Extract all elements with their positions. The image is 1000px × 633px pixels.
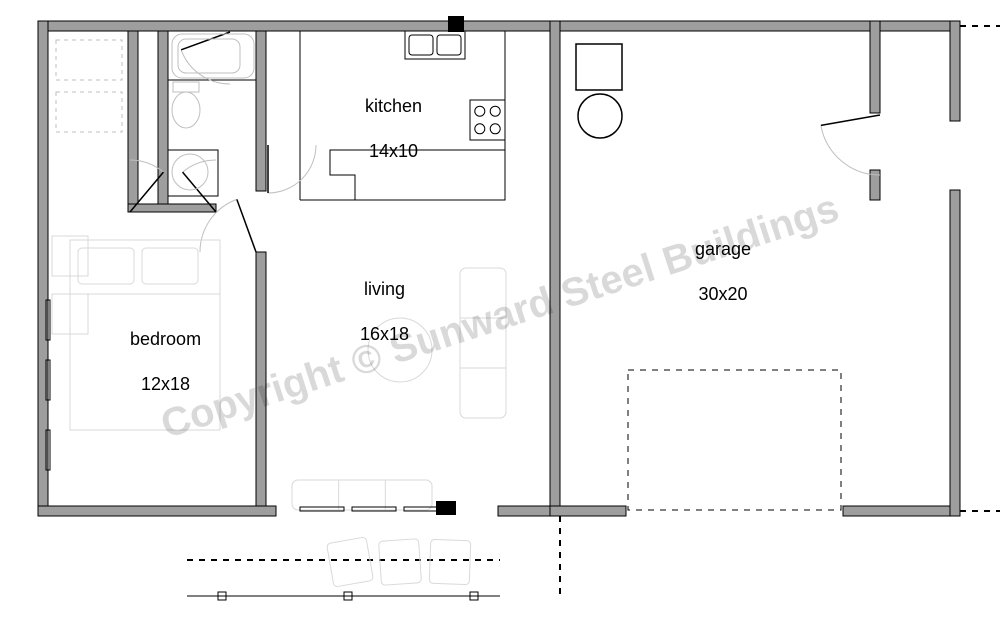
label-garage-dims: 30x20 — [699, 284, 748, 304]
wall — [256, 252, 266, 506]
burner-icon — [475, 106, 485, 116]
burner-icon — [490, 106, 500, 116]
door-arc — [268, 145, 316, 193]
wall — [550, 506, 626, 516]
sink-basin — [409, 35, 433, 55]
pillow — [78, 248, 134, 284]
range — [470, 100, 505, 140]
label-kitchen-name: kitchen — [365, 96, 422, 116]
wall-marker — [448, 16, 464, 32]
burner-icon — [490, 124, 500, 134]
patio-chair — [326, 537, 373, 587]
floorplan-canvas: kitchen 14x10 bedroom 12x18 living 16x18… — [0, 0, 1000, 633]
sink-basin — [437, 35, 461, 55]
door-leaf — [181, 32, 230, 50]
wall — [843, 506, 960, 516]
door-leaf — [237, 199, 256, 252]
label-bedroom-name: bedroom — [130, 329, 201, 349]
door-arc — [821, 125, 880, 175]
door-leaf — [821, 115, 880, 125]
wall — [158, 31, 168, 211]
wall-marker — [436, 501, 456, 515]
wall — [38, 21, 960, 31]
wall — [950, 21, 960, 121]
patio-chair — [379, 539, 422, 586]
patio-chair — [429, 539, 471, 584]
wall — [128, 31, 138, 211]
toilet-tank — [173, 82, 199, 92]
label-garage: garage 30x20 — [675, 215, 751, 328]
door-arc — [183, 160, 216, 172]
wall — [256, 31, 266, 191]
wall — [38, 506, 276, 516]
label-living: living 16x18 — [340, 255, 409, 368]
dryer — [578, 94, 622, 138]
wall — [870, 21, 880, 113]
vanity-counter — [168, 150, 218, 196]
label-living-name: living — [364, 279, 405, 299]
bathtub-inner — [178, 39, 240, 73]
label-garage-name: garage — [695, 239, 751, 259]
door-arc — [181, 50, 230, 84]
label-kitchen: kitchen 14x10 — [345, 72, 422, 185]
burner-icon — [475, 124, 485, 134]
wall — [128, 204, 216, 212]
pillow — [142, 248, 198, 284]
label-kitchen-dims: 14x10 — [369, 141, 418, 161]
garage-door-opening — [628, 370, 841, 510]
sofa — [460, 268, 506, 418]
sofa — [292, 480, 432, 510]
toilet-bowl — [172, 92, 200, 128]
label-living-dims: 16x18 — [360, 324, 409, 344]
wall — [950, 190, 960, 516]
closet-outline — [56, 92, 122, 132]
closet-outline — [56, 40, 122, 80]
label-bedroom-dims: 12x18 — [141, 374, 190, 394]
label-bedroom: bedroom 12x18 — [110, 305, 201, 418]
washer — [576, 44, 622, 90]
vanity-sink — [172, 154, 208, 190]
wall — [550, 21, 560, 516]
